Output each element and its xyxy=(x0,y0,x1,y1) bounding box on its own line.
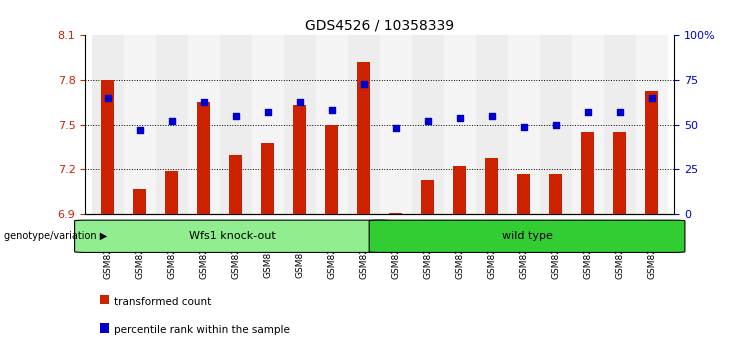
Bar xyxy=(165,171,178,214)
Bar xyxy=(316,35,348,214)
Text: transformed count: transformed count xyxy=(114,297,211,307)
Point xyxy=(422,118,433,124)
Point xyxy=(646,95,658,101)
Bar xyxy=(540,35,572,214)
FancyBboxPatch shape xyxy=(369,220,685,252)
Point xyxy=(582,109,594,115)
Point xyxy=(230,113,242,119)
Bar xyxy=(325,125,338,214)
Point xyxy=(166,118,178,124)
Point xyxy=(102,95,113,101)
Bar xyxy=(614,132,626,214)
Text: percentile rank within the sample: percentile rank within the sample xyxy=(114,325,290,335)
Bar xyxy=(293,105,306,214)
Bar xyxy=(219,35,252,214)
Point xyxy=(358,81,370,86)
Bar xyxy=(582,132,594,214)
Point xyxy=(614,109,626,115)
Point xyxy=(293,99,305,104)
Bar xyxy=(229,155,242,214)
Bar xyxy=(453,166,466,214)
Bar xyxy=(124,35,156,214)
Bar xyxy=(262,143,274,214)
Bar xyxy=(348,35,380,214)
Bar xyxy=(412,35,444,214)
Bar xyxy=(389,213,402,214)
Bar xyxy=(444,35,476,214)
Bar xyxy=(422,180,434,214)
Point xyxy=(262,109,273,115)
Point xyxy=(550,122,562,127)
Point xyxy=(390,126,402,131)
Bar xyxy=(156,35,187,214)
Bar xyxy=(508,35,540,214)
Bar xyxy=(284,35,316,214)
Bar xyxy=(572,35,604,214)
Bar xyxy=(636,35,668,214)
Bar xyxy=(252,35,284,214)
Bar xyxy=(357,62,370,214)
Point xyxy=(486,113,498,119)
Bar xyxy=(517,174,531,214)
Bar xyxy=(187,35,219,214)
Bar xyxy=(197,102,210,214)
Point xyxy=(198,99,210,104)
Point xyxy=(518,124,530,130)
Text: wild type: wild type xyxy=(502,231,553,241)
Bar xyxy=(645,91,658,214)
Point xyxy=(133,127,145,133)
Bar xyxy=(549,174,562,214)
FancyBboxPatch shape xyxy=(75,220,391,252)
Title: GDS4526 / 10358339: GDS4526 / 10358339 xyxy=(305,19,454,33)
Bar xyxy=(92,35,124,214)
Bar xyxy=(133,189,146,214)
Bar xyxy=(102,80,114,214)
Bar xyxy=(380,35,412,214)
Text: genotype/variation ▶: genotype/variation ▶ xyxy=(4,232,107,241)
Bar xyxy=(604,35,636,214)
Bar xyxy=(485,158,498,214)
Text: Wfs1 knock-out: Wfs1 knock-out xyxy=(189,231,276,241)
Point xyxy=(454,115,466,120)
Point xyxy=(326,108,338,113)
Bar xyxy=(476,35,508,214)
